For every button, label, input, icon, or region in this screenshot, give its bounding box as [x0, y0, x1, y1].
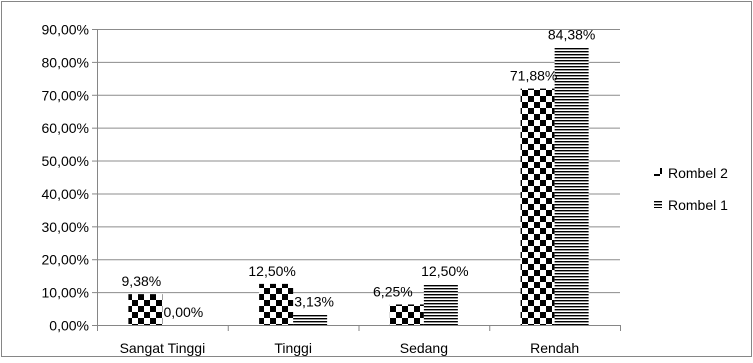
data-label: 9,38%	[122, 273, 162, 289]
data-labels: 9,38% 12,50% 6,25% 71,88% 0,00% 3,13% 12,50% 84…	[122, 26, 596, 320]
y-tick-label: 70,00%	[42, 87, 89, 103]
legend: Rombel 2 Rombel 1	[654, 165, 728, 213]
x-tick-label: Tinggi	[274, 340, 312, 356]
gridlines	[97, 29, 620, 294]
data-label: 12,50%	[421, 263, 468, 279]
data-label: 0,00%	[164, 304, 204, 320]
chart-border	[1, 1, 752, 357]
legend-label: Rombel 2	[668, 165, 728, 181]
x-tick-label: Sedang	[400, 340, 448, 356]
data-label: 6,25%	[373, 283, 413, 299]
y-tick-label: 20,00%	[42, 252, 89, 268]
bar-rombel-1-tinggi	[293, 314, 328, 325]
data-label: 84,38%	[548, 26, 595, 42]
bar-rombel-1-sedang	[423, 283, 458, 325]
bar-rombel-2-sedang	[389, 304, 424, 325]
legend-swatch	[654, 168, 662, 176]
x-tick-label: Rendah	[530, 340, 579, 356]
y-tick-label: 50,00%	[42, 153, 89, 169]
bar-rombel-2-tinggi	[259, 283, 294, 325]
bars	[128, 47, 589, 326]
y-tick-label: 10,00%	[42, 285, 89, 301]
x-tick-label: Sangat Tinggi	[120, 340, 206, 356]
y-tick-label: 60,00%	[42, 120, 89, 136]
y-tick-label: 30,00%	[42, 219, 89, 235]
data-label: 12,50%	[248, 263, 295, 279]
bar-rombel-1-rendah	[554, 47, 589, 326]
y-tick-label: 80,00%	[42, 54, 89, 70]
legend-swatch	[654, 200, 662, 208]
y-tick-label: 90,00%	[42, 22, 89, 38]
y-tick-label: 40,00%	[42, 186, 89, 202]
bar-rombel-2-sangat-tinggi	[128, 294, 163, 325]
bar-rombel-2-rendah	[520, 88, 555, 325]
axes: 0,00% 10,00% 20,00% 30,00% 40,00% 50,00% 60,00…	[42, 22, 621, 356]
legend-label: Rombel 1	[668, 197, 728, 213]
data-label: 3,13%	[294, 294, 334, 310]
data-label: 71,88%	[510, 68, 557, 84]
y-tick-label: 0,00%	[49, 318, 89, 334]
